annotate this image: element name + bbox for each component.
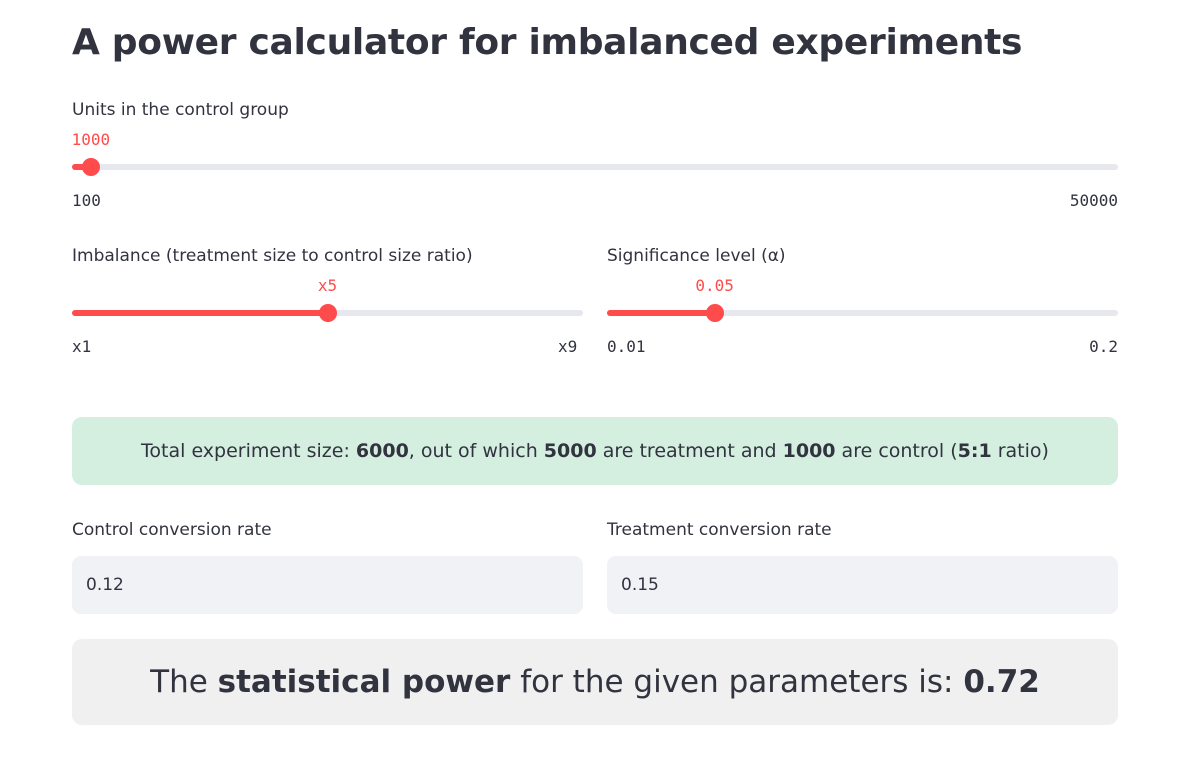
significance-slider-thumb[interactable] <box>705 304 724 322</box>
summary-mid1: , out of which <box>408 440 544 462</box>
treatment-rate-label: Treatment conversion rate <box>607 520 832 540</box>
summary-treatment: 5000 <box>543 440 597 462</box>
imbalance-slider-fill <box>72 310 328 316</box>
treatment-rate-input[interactable]: 0.15 <box>607 556 1118 614</box>
control-units-slider-value: 1000 <box>71 130 111 149</box>
imbalance-slider-value: x5 <box>317 276 338 295</box>
summary-suffix: ratio) <box>991 440 1049 462</box>
significance-min: 0.01 <box>607 337 646 356</box>
control-rate-input[interactable]: 0.12 <box>72 556 583 614</box>
summary-total: 6000 <box>355 440 409 462</box>
control-units-min: 100 <box>72 191 101 210</box>
control-units-slider[interactable]: 1000 <box>72 130 1118 176</box>
summary-mid3: are control ( <box>835 440 958 462</box>
control-units-label: Units in the control group <box>72 100 289 120</box>
result-value: 0.72 <box>963 664 1040 700</box>
significance-slider[interactable]: 0.05 <box>607 276 1118 322</box>
imbalance-slider[interactable]: x5 <box>72 276 583 322</box>
significance-max: 0.2 <box>1089 337 1118 356</box>
summary-mid2: are treatment and <box>596 440 783 462</box>
control-units-max: 50000 <box>1069 191 1118 210</box>
summary-control: 1000 <box>782 440 836 462</box>
summary-ratio: 5:1 <box>957 440 992 462</box>
significance-slider-value: 0.05 <box>695 276 734 295</box>
page-title: A power calculator for imbalanced experi… <box>72 22 1023 63</box>
imbalance-slider-thumb[interactable] <box>318 304 337 322</box>
imbalance-min: x1 <box>72 337 92 356</box>
experiment-size-summary: Total experiment size: 6000, out of whic… <box>72 417 1118 485</box>
control-units-slider-fill <box>72 164 91 170</box>
control-units-slider-thumb[interactable] <box>81 158 100 176</box>
power-result: The statistical power for the given para… <box>72 639 1118 725</box>
significance-slider-fill <box>607 310 715 316</box>
imbalance-max: x9 <box>558 337 578 356</box>
summary-prefix: Total experiment size: <box>141 440 356 462</box>
result-mid: for the given parameters is: <box>510 664 964 700</box>
result-emphasis: statistical power <box>217 664 511 700</box>
result-prefix: The <box>150 664 218 700</box>
imbalance-label: Imbalance (treatment size to control siz… <box>72 246 473 266</box>
control-rate-label: Control conversion rate <box>72 520 272 540</box>
significance-label: Significance level (α) <box>607 246 786 266</box>
